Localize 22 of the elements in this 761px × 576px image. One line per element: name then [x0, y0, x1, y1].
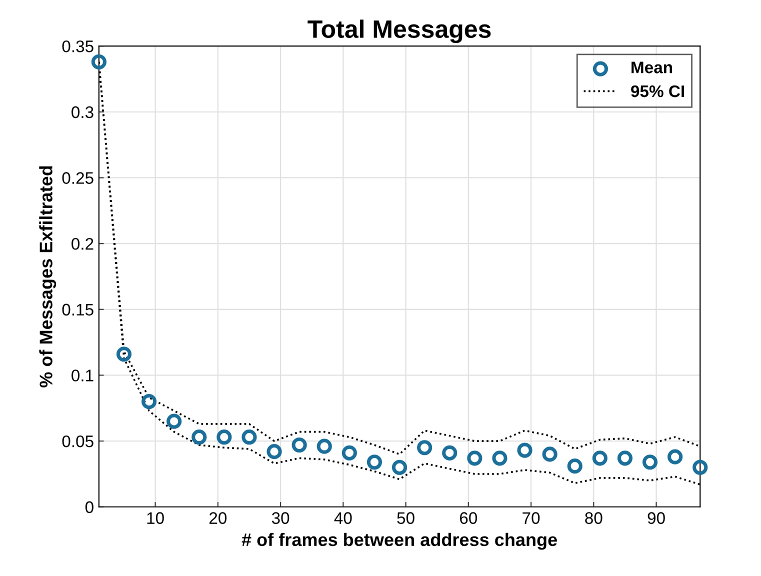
y-tick-label: 0: [85, 501, 94, 514]
legend-label: 95% CI: [631, 85, 684, 98]
x-tick-label: 70: [522, 512, 540, 524]
x-tick-label: 20: [209, 512, 227, 524]
x-tick-label: 60: [460, 512, 478, 524]
x-tick-label: 50: [397, 512, 414, 524]
y-tick-label: 0.05: [62, 435, 94, 448]
y-tick-label: 0.3: [72, 106, 94, 118]
y-tick-label: 0.35: [62, 40, 94, 52]
y-tick-label: 0.15: [62, 304, 94, 316]
x-tick-label: 90: [648, 512, 665, 524]
y-axis-title: % of Messages Exfiltrated: [39, 166, 56, 388]
x-tick-label: 30: [272, 512, 290, 524]
legend-label: Mean: [632, 62, 672, 74]
x-tick-label: 40: [334, 512, 352, 524]
y-tick-label: 0.2: [72, 238, 94, 250]
chart-title: Total Messages: [308, 20, 491, 44]
y-tick-label: 0.25: [62, 172, 94, 184]
x-tick-label: 10: [147, 512, 164, 524]
x-tick-label: 80: [585, 512, 602, 524]
y-tick-label: 0.1: [72, 370, 94, 382]
x-axis-title: # of frames between address change: [242, 532, 557, 550]
